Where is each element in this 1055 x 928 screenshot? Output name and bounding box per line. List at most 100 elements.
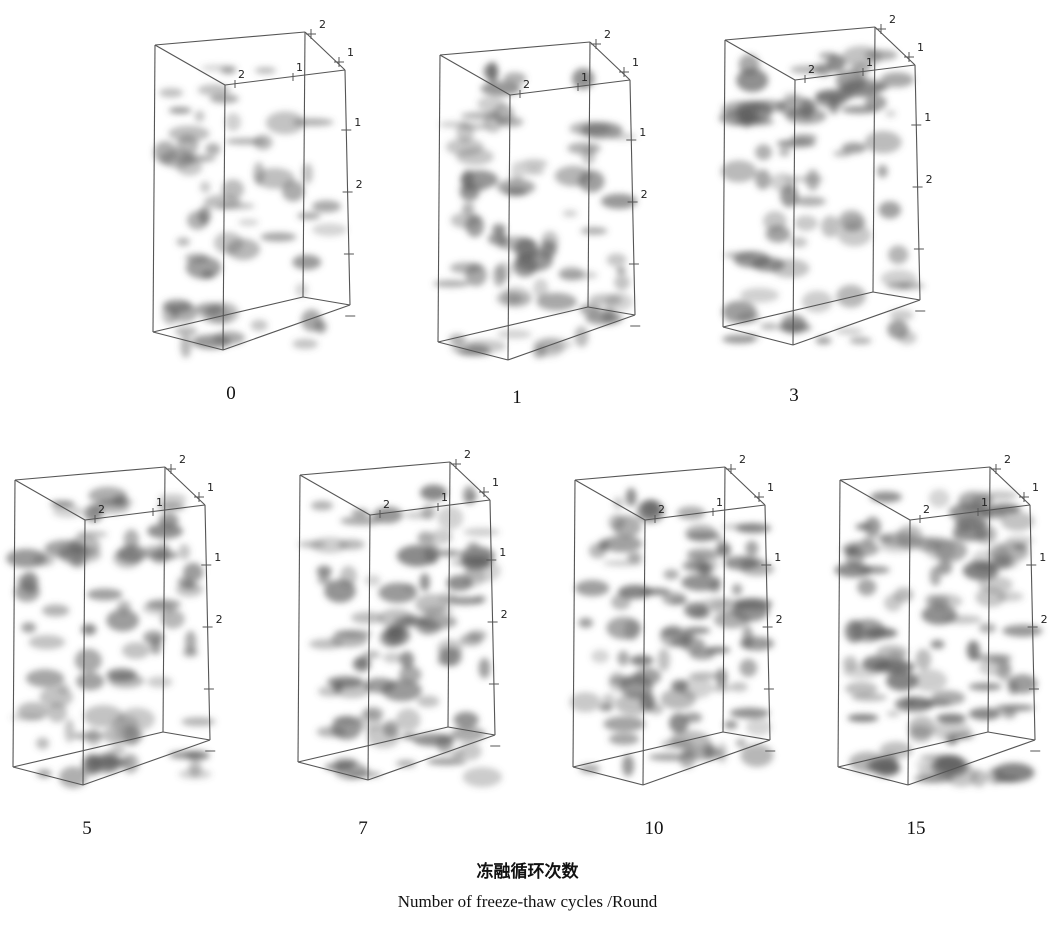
pore-blob bbox=[683, 746, 724, 760]
corner-tick-label: 1 bbox=[207, 481, 214, 494]
pore-blob bbox=[382, 720, 399, 737]
pore-blob bbox=[847, 714, 879, 722]
pore-blob bbox=[601, 308, 616, 324]
corner-tick-label: 1 bbox=[1032, 481, 1039, 494]
pore-blob bbox=[713, 611, 750, 629]
pore-blob bbox=[663, 569, 680, 580]
pore-cluster bbox=[6, 486, 216, 789]
pore-blob bbox=[600, 193, 638, 209]
pore-blob bbox=[693, 553, 719, 575]
pore-blob bbox=[578, 617, 594, 628]
pore-blob bbox=[763, 211, 787, 232]
pore-blob bbox=[683, 602, 709, 619]
pore-blob bbox=[541, 231, 559, 252]
pore-blob bbox=[978, 623, 997, 634]
pore-blob bbox=[84, 504, 103, 523]
pore-blob bbox=[32, 554, 55, 567]
pore-blob bbox=[735, 523, 772, 534]
pore-blob bbox=[436, 549, 461, 557]
pore-blob bbox=[845, 547, 857, 555]
cycle-label-10: 10 bbox=[644, 818, 664, 839]
pore-blob bbox=[456, 148, 494, 166]
pore-blob bbox=[790, 237, 808, 248]
top-tick-label: 1 bbox=[716, 496, 723, 509]
corner-tick-label: 2 bbox=[739, 453, 746, 466]
pore-blob bbox=[818, 52, 838, 60]
pore-blob bbox=[602, 693, 615, 707]
axis-ticks: 2 1 2 1 1 2 bbox=[919, 453, 1048, 752]
pore-blob bbox=[794, 215, 818, 231]
pore-blob bbox=[431, 528, 453, 545]
pore-blob bbox=[740, 744, 774, 767]
pore-blob bbox=[833, 150, 852, 157]
cycle-label-3: 3 bbox=[789, 385, 799, 406]
pore-blob bbox=[463, 527, 500, 537]
pore-blob bbox=[150, 637, 162, 655]
pore-blob bbox=[254, 67, 277, 74]
pore-blob bbox=[177, 576, 193, 587]
pore-blob bbox=[42, 604, 70, 617]
pore-blob bbox=[893, 587, 914, 603]
pore-blob bbox=[836, 284, 866, 308]
pore-blob bbox=[606, 253, 627, 267]
pore-blob bbox=[417, 531, 434, 545]
pore-blob bbox=[466, 541, 480, 549]
ct-panel-7: 2 1 2 1 1 2 bbox=[290, 448, 508, 795]
pore-blob bbox=[362, 650, 381, 659]
pore-blob bbox=[324, 579, 356, 603]
pore-blob bbox=[812, 64, 832, 74]
ct-panel-10: 2 1 2 1 1 2 bbox=[565, 453, 783, 800]
pore-blob bbox=[729, 707, 770, 719]
corner-tick-label: 1 bbox=[917, 41, 924, 54]
pore-cluster bbox=[834, 489, 1043, 788]
pore-blob bbox=[382, 652, 404, 664]
pore-blob bbox=[897, 330, 917, 345]
pore-blob bbox=[159, 88, 184, 98]
axis-ticks: 2 1 2 1 1 2 bbox=[234, 18, 363, 317]
top-tick-label: 1 bbox=[866, 56, 873, 69]
pore-blob bbox=[281, 180, 305, 202]
pore-blob bbox=[936, 755, 964, 772]
top-tick-label: 2 bbox=[523, 78, 530, 91]
pore-blob bbox=[835, 328, 863, 335]
pore-blob bbox=[198, 206, 211, 225]
pore-blob bbox=[238, 219, 259, 226]
pore-blob bbox=[912, 669, 948, 692]
pore-blob bbox=[838, 81, 877, 98]
side-tick-label: 1 bbox=[499, 546, 506, 559]
pore-blob bbox=[778, 147, 790, 157]
pore-blob bbox=[953, 524, 971, 533]
pore-blob bbox=[536, 292, 577, 311]
pore-blob bbox=[496, 329, 532, 339]
pore-blob bbox=[523, 167, 545, 175]
pore-blob bbox=[864, 130, 902, 154]
pore-cluster bbox=[719, 45, 925, 345]
pore-blob bbox=[292, 118, 334, 127]
pore-blob bbox=[334, 758, 358, 767]
pore-blob bbox=[437, 639, 463, 658]
pore-blob bbox=[981, 507, 992, 518]
pore-cluster bbox=[433, 61, 638, 359]
pore-blob bbox=[416, 695, 440, 708]
ct-volume-3: 2 1 2 1 1 2 bbox=[719, 13, 933, 346]
pore-blob bbox=[81, 623, 97, 636]
pore-blob bbox=[461, 169, 474, 190]
pore-blob bbox=[292, 338, 318, 349]
pore-blob bbox=[842, 656, 858, 671]
pore-blob bbox=[533, 278, 549, 299]
pore-blob bbox=[770, 258, 810, 278]
top-tick-label: 1 bbox=[296, 61, 303, 74]
pore-blob bbox=[450, 726, 486, 742]
pore-blob bbox=[399, 651, 415, 669]
pore-blob bbox=[373, 506, 403, 524]
pore-blob bbox=[108, 673, 145, 688]
pore-blob bbox=[458, 742, 482, 761]
axis-ticks: 2 1 2 1 1 2 bbox=[379, 448, 508, 747]
pore-blob bbox=[514, 238, 539, 260]
pore-blob bbox=[974, 524, 998, 545]
pore-blob bbox=[404, 511, 432, 519]
side-tick-label: 2 bbox=[501, 608, 508, 621]
pore-blob bbox=[937, 560, 953, 575]
pore-blob bbox=[419, 573, 430, 592]
pore-blob bbox=[740, 556, 766, 568]
